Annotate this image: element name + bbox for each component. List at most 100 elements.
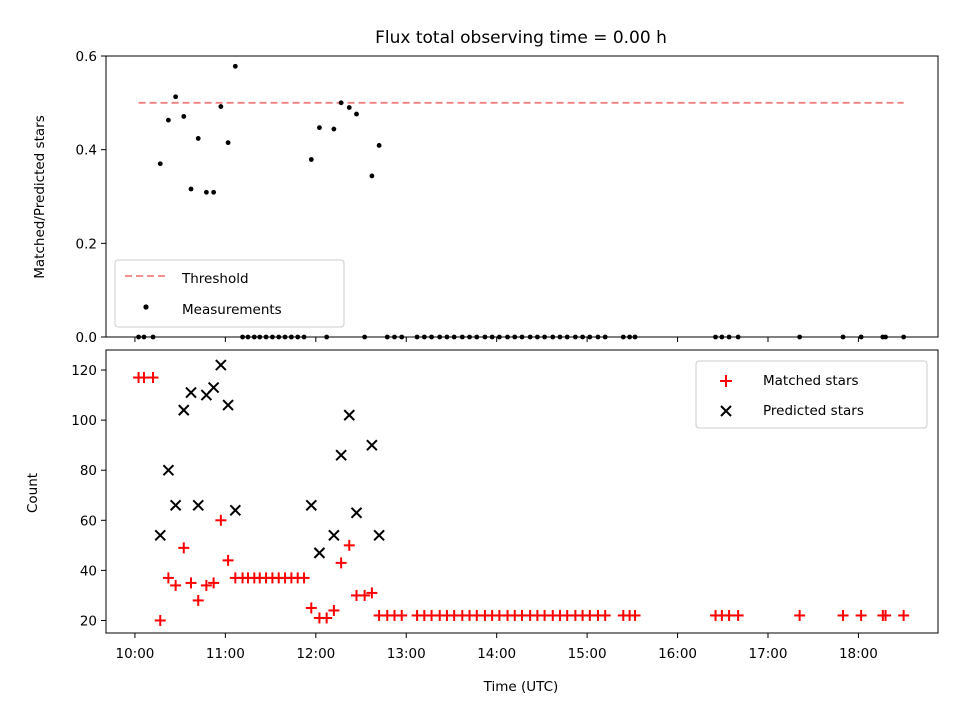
x-tick-label: 13:00 xyxy=(387,646,426,662)
predicted-star-marker xyxy=(192,499,204,511)
predicted-star-marker xyxy=(207,381,220,394)
predicted-star-marker xyxy=(328,529,340,542)
measurement-point xyxy=(195,136,201,141)
matched-star-marker xyxy=(855,609,867,621)
predicted-star-marker xyxy=(373,529,385,542)
x-tick-label: 16:00 xyxy=(658,646,697,662)
counts-y-tick-label: 80 xyxy=(80,463,97,479)
measurement-point xyxy=(338,100,344,106)
matched-star-marker xyxy=(215,514,227,526)
predicted-star-marker xyxy=(350,507,363,519)
legend-predicted-label: Predicted stars xyxy=(763,403,864,419)
measurement-point xyxy=(218,104,224,109)
counts-y-tick-label: 20 xyxy=(80,613,97,629)
counts-x-axis: 10:00 11:00 12:00 13:00 14:00 15:00 16:00 17:00… xyxy=(115,633,878,662)
matched-star-marker xyxy=(880,609,892,621)
measurement-point xyxy=(317,125,322,131)
counts-y-tick-label: 120 xyxy=(71,363,97,379)
x-tick-label: 17:00 xyxy=(749,646,788,662)
counts-plot-area xyxy=(133,359,910,626)
predicted-star-marker xyxy=(178,404,190,416)
matched-star-marker xyxy=(335,557,347,569)
legend-measurements-swatch xyxy=(143,304,149,310)
matched-star-marker xyxy=(298,572,310,584)
matched-star-marker xyxy=(629,609,641,621)
matched-star-marker xyxy=(185,577,197,589)
matched-star-marker xyxy=(396,609,408,621)
counts-y-tick-label: 100 xyxy=(71,413,97,429)
ratio-legend: Threshold Measurements xyxy=(114,259,345,328)
matched-star-marker xyxy=(222,554,234,566)
counts-y-tick-label: 60 xyxy=(80,513,97,529)
predicted-star-marker xyxy=(154,529,166,542)
ratio-y-axis-label: Matched/Predicted stars xyxy=(32,115,48,278)
measurement-point xyxy=(346,105,352,110)
matched-star-marker xyxy=(208,577,220,589)
ratio-y-tick-label: 0.6 xyxy=(76,49,97,65)
matched-star-marker xyxy=(794,609,806,621)
matched-star-marker xyxy=(366,587,378,599)
predicted-star-marker xyxy=(222,399,234,411)
ratio-y-axis: 0.0 0.2 0.4 0.6 xyxy=(76,49,106,346)
measurement-point xyxy=(203,189,209,195)
ratio-y-tick-label: 0.2 xyxy=(76,236,97,252)
matched-star-marker xyxy=(170,579,182,591)
measurement-point xyxy=(308,157,314,162)
counts-axes-frame xyxy=(105,349,939,634)
measurement-point xyxy=(211,189,217,195)
measurement-point xyxy=(173,94,179,100)
measurement-point xyxy=(369,173,375,179)
ratio-y-tick-label: 0.0 xyxy=(76,330,97,346)
predicted-star-marker xyxy=(313,547,326,559)
counts-legend-box xyxy=(695,360,928,429)
matched-star-marker xyxy=(321,612,333,624)
measurement-point xyxy=(166,117,171,123)
measurement-point xyxy=(331,126,337,132)
matched-star-marker xyxy=(147,372,159,384)
measurement-point xyxy=(157,161,163,167)
predicted-star-marker xyxy=(305,499,317,511)
ratio-legend-box xyxy=(114,259,345,328)
predicted-star-marker xyxy=(185,386,197,399)
ratio-axes-frame xyxy=(105,55,939,338)
ratio-x-ticks xyxy=(134,337,859,342)
predicted-star-marker xyxy=(366,439,378,451)
matched-star-marker xyxy=(328,604,340,616)
x-tick-label: 12:00 xyxy=(296,646,335,662)
matched-star-marker xyxy=(162,572,174,584)
legend-measurements-label: Measurements xyxy=(182,302,282,318)
matched-star-marker xyxy=(192,594,204,606)
matched-star-marker xyxy=(200,579,212,591)
predicted-star-marker xyxy=(169,499,182,511)
counts-y-axis: 20 40 60 80 100 120 xyxy=(71,363,106,629)
legend-matched-label: Matched stars xyxy=(763,373,859,389)
legend-threshold-label: Threshold xyxy=(181,271,249,287)
predicted-star-marker xyxy=(215,359,227,371)
ratio-panel: 0.0 0.2 0.4 0.6 Matched/Predicted stars Thr… xyxy=(32,49,939,346)
predicted-star-marker xyxy=(162,464,175,476)
legend-predicted-swatch xyxy=(720,405,732,417)
matched-star-marker xyxy=(178,542,190,554)
measurement-point xyxy=(181,114,187,119)
x-tick-label: 11:00 xyxy=(206,646,245,662)
counts-y-axis-label: Count xyxy=(25,473,41,513)
chart-title: Flux total observing time = 0.00 h xyxy=(375,28,667,48)
counts-legend: Matched stars Predicted stars xyxy=(695,360,928,429)
x-tick-label: 10:00 xyxy=(115,646,154,662)
matched-star-marker xyxy=(305,602,317,614)
counts-panel: 20 40 60 80 100 120 10:00 11:00 12:00 13:00 14:00… xyxy=(25,349,939,695)
measurement-point xyxy=(232,63,238,69)
x-tick-label: 15:00 xyxy=(568,646,607,662)
matched-star-marker xyxy=(343,539,355,551)
matched-star-marker xyxy=(359,589,371,601)
x-tick-label: 18:00 xyxy=(839,646,878,662)
matched-star-marker xyxy=(599,609,611,621)
x-axis-label: Time (UTC) xyxy=(483,679,559,695)
predicted-star-marker xyxy=(229,504,242,516)
measurement-point xyxy=(354,111,359,117)
ratio-y-tick-label: 0.4 xyxy=(76,143,97,159)
legend-matched-swatch xyxy=(720,375,732,387)
matched-star-marker xyxy=(732,609,744,621)
